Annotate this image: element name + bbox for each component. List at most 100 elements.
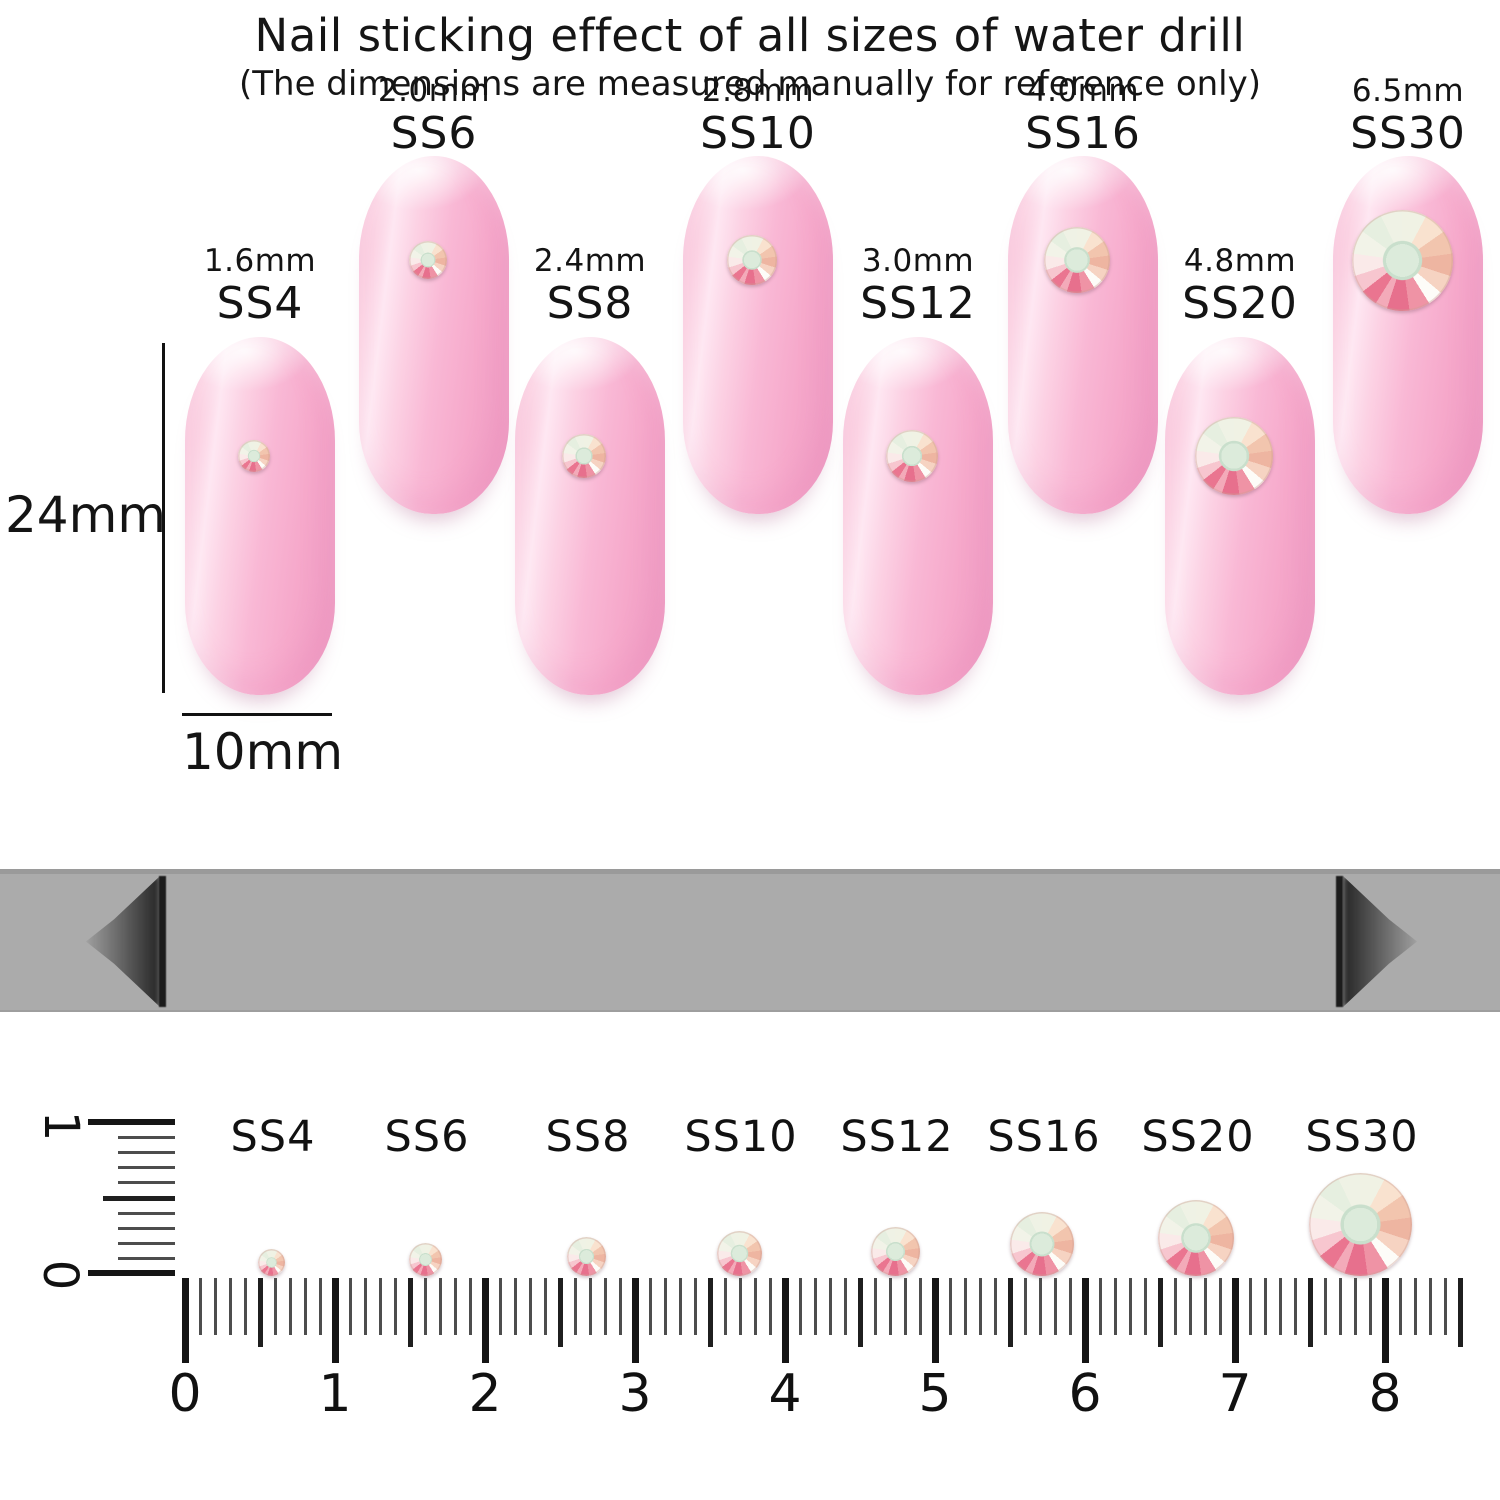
ruler-number: 7 xyxy=(1218,1364,1252,1424)
fake-nail xyxy=(843,337,993,695)
left-arrow-bar xyxy=(159,876,166,1007)
ruler-rhinestone xyxy=(566,1237,606,1276)
fake-nail xyxy=(515,337,665,695)
banner-title: Nail sticking effect of all sizes of wat… xyxy=(254,9,1246,62)
ruler-tick xyxy=(753,1278,757,1335)
ruler-tick xyxy=(318,1278,322,1335)
ruler-number: 4 xyxy=(768,1364,802,1424)
ruler-tick xyxy=(1038,1278,1042,1335)
ruler-tick xyxy=(768,1278,772,1335)
rhinestone xyxy=(727,235,777,285)
ruler-tick xyxy=(843,1278,847,1335)
ruler-tick xyxy=(828,1278,832,1335)
ruler-tick xyxy=(1023,1278,1027,1335)
ruler-tick xyxy=(1068,1278,1072,1335)
ruler-tick xyxy=(948,1278,952,1335)
stone-ss-label: SS6 xyxy=(390,108,478,159)
ruler-tick xyxy=(181,1278,189,1363)
width-dimension-line xyxy=(182,713,332,716)
ruler-tick xyxy=(1128,1278,1132,1335)
ruler-tick xyxy=(573,1278,577,1335)
ruler-number: 8 xyxy=(1368,1364,1402,1424)
stone-ss-label: SS12 xyxy=(860,278,976,329)
ruler-tick xyxy=(1381,1278,1389,1363)
vertical-ruler-tick xyxy=(118,1211,175,1215)
ruler-stone-label: SS30 xyxy=(1305,1112,1419,1162)
nail-size-label: 2.8mm SS10 xyxy=(648,72,868,158)
ruler-tick xyxy=(1203,1278,1207,1335)
stone-mm-label: 4.8mm xyxy=(1183,243,1297,279)
ruler-stone-label: SS10 xyxy=(684,1112,798,1162)
stone-ss-label: SS10 xyxy=(700,108,816,159)
ruler-tick xyxy=(798,1278,802,1335)
ruler-tick xyxy=(978,1278,982,1335)
vertical-ruler-tick xyxy=(118,1256,175,1260)
stone-mm-label: 4.0mm xyxy=(1026,73,1140,109)
banner-subtitle: (The dimensions are measured manually fo… xyxy=(238,64,1262,104)
ruler-tick xyxy=(903,1278,907,1335)
rhinestone xyxy=(1195,417,1273,495)
ruler-tick xyxy=(648,1278,652,1335)
ruler-number: 3 xyxy=(618,1364,652,1424)
ruler-tick xyxy=(618,1278,622,1335)
stone-mm-label: 1.6mm xyxy=(203,243,317,279)
vertical-ruler-number-bottom: 0 xyxy=(32,1259,88,1291)
fake-nail xyxy=(683,156,833,514)
stone-mm-label: 6.5mm xyxy=(1351,73,1465,109)
nail-size-label: 6.5mm SS30 xyxy=(1298,72,1500,158)
ruler-tick xyxy=(738,1278,742,1335)
ruler-tick xyxy=(723,1278,727,1335)
stone-ss-label: SS4 xyxy=(216,278,304,329)
ruler-tick xyxy=(198,1278,202,1335)
ruler-tick xyxy=(243,1278,247,1335)
ruler-tick xyxy=(1428,1278,1432,1335)
ruler-tick xyxy=(1457,1278,1463,1347)
ruler-tick xyxy=(1218,1278,1222,1335)
ruler-tick xyxy=(1368,1278,1372,1335)
ruler-tick xyxy=(273,1278,277,1335)
stone-mm-label: 3.0mm xyxy=(861,243,975,279)
ruler-rhinestone xyxy=(870,1227,920,1276)
ruler-tick xyxy=(453,1278,457,1335)
vertical-ruler-number-top: 1 xyxy=(33,1110,89,1142)
ruler-tick xyxy=(873,1278,877,1335)
ruler-rhinestone xyxy=(1308,1173,1412,1276)
ruler-tick xyxy=(693,1278,697,1335)
rhinestone xyxy=(562,434,606,478)
ruler-tick xyxy=(348,1278,352,1335)
ruler-tick xyxy=(993,1278,997,1335)
length-dimension-line xyxy=(162,343,165,693)
stone-ss-label: SS30 xyxy=(1350,108,1466,159)
fake-nail xyxy=(185,337,335,695)
ruler-tick xyxy=(481,1278,489,1363)
ruler-tick xyxy=(498,1278,502,1335)
ruler-tick xyxy=(588,1278,592,1335)
ruler-tick xyxy=(423,1278,427,1335)
ruler-tick xyxy=(1143,1278,1147,1335)
rhinestone xyxy=(886,430,938,482)
ruler-tick xyxy=(1307,1278,1313,1347)
ruler-tick xyxy=(1398,1278,1402,1335)
ruler-number: 0 xyxy=(168,1364,202,1424)
ruler-tick xyxy=(1157,1278,1163,1347)
fake-nail xyxy=(1008,156,1158,514)
nail-size-label: 2.4mm SS8 xyxy=(480,242,700,328)
ruler-tick xyxy=(1443,1278,1447,1335)
ruler-tick xyxy=(918,1278,922,1335)
ruler-tick xyxy=(678,1278,682,1335)
ruler-stone-label: SS4 xyxy=(230,1112,316,1162)
ruler-tick xyxy=(1278,1278,1282,1335)
ruler-rhinestone xyxy=(1158,1200,1234,1276)
fake-nail xyxy=(1165,337,1315,695)
ruler-rhinestone xyxy=(408,1243,442,1276)
ruler-rhinestone xyxy=(1010,1212,1074,1276)
stone-mm-label: 2.4mm xyxy=(533,243,647,279)
ruler-tick xyxy=(543,1278,547,1335)
ruler-tick xyxy=(407,1278,413,1347)
nail-size-display: 1.6mm SS4 2.0mm SS6 2.4mm SS8 2.8mm SS10 3.0mm SS… xyxy=(5,72,1500,777)
vertical-ruler-tick xyxy=(118,1135,175,1139)
ruler-tick xyxy=(1053,1278,1057,1335)
rhinestone xyxy=(237,439,271,473)
